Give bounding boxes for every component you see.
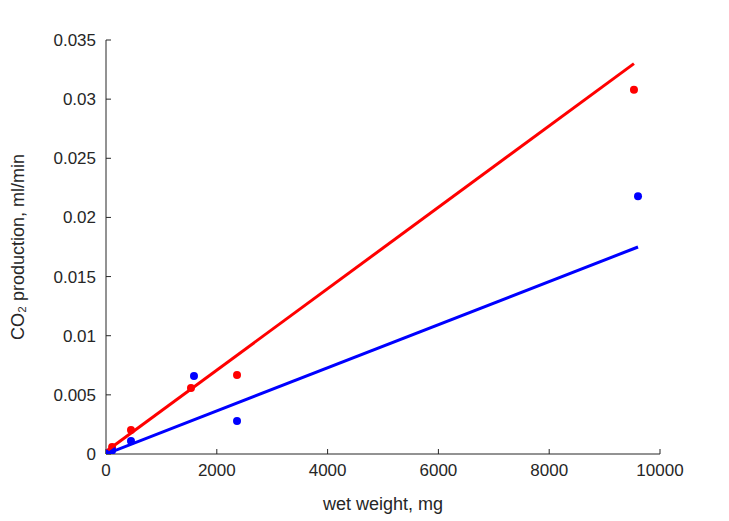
- x-tick: [660, 449, 661, 454]
- y-tick-label: 0.005: [53, 386, 96, 405]
- fit-line: [108, 64, 634, 450]
- y-tick-label: 0.01: [63, 327, 96, 346]
- plot-area: [106, 64, 642, 454]
- y-tick: [106, 217, 111, 218]
- y-tick: [106, 99, 111, 100]
- data-point: [233, 371, 241, 379]
- x-tick-label: 2000: [198, 461, 236, 480]
- y-axis-label: CO₂ production, ml/min: [8, 154, 28, 340]
- data-point: [634, 192, 642, 200]
- fit-line: [106, 247, 638, 454]
- x-tick-label: 4000: [309, 461, 347, 480]
- data-point: [190, 372, 198, 380]
- y-tick: [106, 335, 111, 336]
- y-tick: [106, 276, 111, 277]
- chart: 0 2000 4000 6000 8000 10000 0 0.005 0.01 0.015 0.0…: [0, 0, 729, 521]
- y-tick-label: 0.015: [53, 268, 96, 287]
- y-tick: [106, 394, 111, 395]
- y-tick-label: 0.025: [53, 149, 96, 168]
- x-axis-label: wet weight, mg: [322, 494, 443, 514]
- y-tick: [106, 40, 111, 41]
- y-axis: [106, 40, 107, 454]
- x-tick: [438, 449, 439, 454]
- data-point: [233, 417, 241, 425]
- data-point: [630, 86, 638, 94]
- x-axis: [106, 454, 660, 455]
- x-tick: [549, 449, 550, 454]
- y-tick-label: 0.035: [53, 31, 96, 50]
- x-tick-label: 6000: [419, 461, 457, 480]
- y-tick-label: 0: [87, 445, 96, 464]
- x-tick-label: 8000: [530, 461, 568, 480]
- x-tick: [216, 449, 217, 454]
- x-tick: [327, 449, 328, 454]
- y-tick: [106, 158, 111, 159]
- y-tick-label: 0.02: [63, 208, 96, 227]
- x-tick-label: 0: [101, 461, 110, 480]
- y-tick-label: 0.03: [63, 90, 96, 109]
- x-tick-label: 10000: [636, 461, 683, 480]
